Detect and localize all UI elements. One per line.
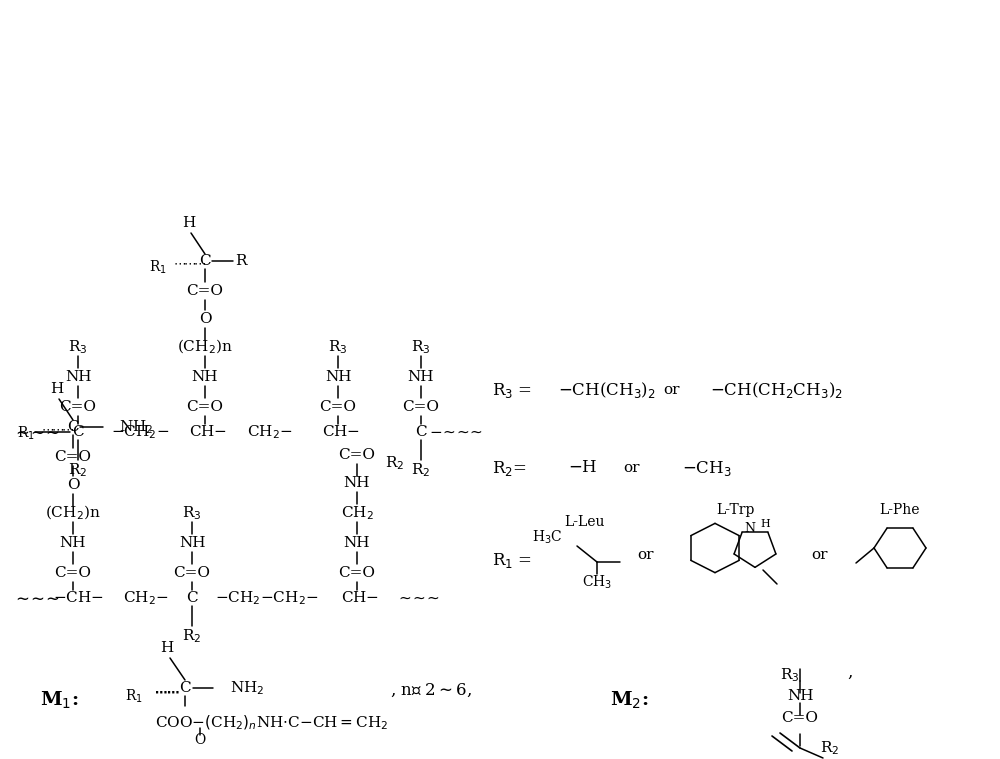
- Text: C: C: [179, 681, 191, 695]
- Text: NH$_2$: NH$_2$: [119, 418, 153, 436]
- Text: O: O: [199, 312, 211, 326]
- Text: $-$CH(CH$_3$)$_2$: $-$CH(CH$_3$)$_2$: [558, 380, 656, 400]
- Text: CH$_2$$-$: CH$_2$$-$: [247, 424, 293, 441]
- Text: CH$_2$: CH$_2$: [341, 504, 373, 522]
- Text: NH: NH: [787, 689, 813, 703]
- Text: $\sim\!\!\sim\!\!\sim$: $\sim\!\!\sim\!\!\sim$: [12, 424, 59, 440]
- Text: CH$-$: CH$-$: [341, 591, 379, 606]
- Text: $\cdots\!\cdots\!\cdots$: $\cdots\!\cdots\!\cdots$: [173, 257, 207, 269]
- Text: CH$_2$$-$: CH$_2$$-$: [123, 589, 169, 607]
- Text: R$_2$=: R$_2$=: [492, 458, 527, 477]
- Text: C: C: [199, 254, 211, 268]
- Text: R$_1$ =: R$_1$ =: [492, 550, 532, 569]
- Text: C=O: C=O: [338, 566, 376, 580]
- Text: CH$-$: CH$-$: [189, 424, 227, 439]
- Text: R: R: [235, 254, 247, 268]
- Text: $-$CH(CH$_2$CH$_3$)$_2$: $-$CH(CH$_2$CH$_3$)$_2$: [710, 380, 843, 400]
- Text: $\mathbf{\cdots\cdots}$: $\mathbf{\cdots\cdots}$: [154, 685, 180, 698]
- Text: R$_1$: R$_1$: [17, 424, 35, 442]
- Text: H: H: [160, 641, 174, 655]
- Text: , n为 2$\sim$6,: , n为 2$\sim$6,: [390, 682, 472, 699]
- Text: or: or: [624, 461, 640, 475]
- Text: COO$\mathsf{-(}$CH$_2$$\mathsf{)}_n$NH$\cdot$C$-$CH$=$CH$_2$: COO$\mathsf{-(}$CH$_2$$\mathsf{)}_n$NH$\…: [155, 713, 389, 732]
- Text: $-\!\sim\!\!\sim\!\!\sim$: $-\!\sim\!\!\sim\!\!\sim$: [429, 425, 483, 439]
- Text: R$_3$: R$_3$: [328, 339, 348, 356]
- Text: C=O: C=O: [782, 711, 818, 725]
- Text: R$_3$: R$_3$: [780, 666, 800, 684]
- Text: C: C: [67, 420, 79, 434]
- Text: R$_3$: R$_3$: [68, 339, 88, 356]
- Text: C: C: [186, 591, 198, 605]
- Text: H$_3$C: H$_3$C: [532, 528, 563, 546]
- Text: C=O: C=O: [54, 566, 92, 580]
- Text: R$_3$: R$_3$: [182, 504, 202, 522]
- Text: C=O: C=O: [402, 400, 440, 414]
- Text: C=O: C=O: [174, 566, 210, 580]
- Text: CH$_3$: CH$_3$: [582, 573, 612, 591]
- Text: H: H: [50, 382, 64, 396]
- Text: R$_3$ =: R$_3$ =: [492, 380, 532, 399]
- Text: $\sim\!\!\sim\!\!\sim$: $\sim\!\!\sim\!\!\sim$: [12, 590, 59, 606]
- Text: M$_1$:: M$_1$:: [40, 689, 78, 710]
- Text: $\cdots\!\cdots\!\cdots$: $\cdots\!\cdots\!\cdots$: [41, 423, 75, 436]
- Text: O: O: [194, 733, 206, 747]
- Text: R$_1$: R$_1$: [149, 258, 167, 276]
- Text: C=O: C=O: [338, 448, 376, 462]
- Text: C=O: C=O: [186, 400, 224, 414]
- Text: NH: NH: [325, 370, 351, 384]
- Text: C=O: C=O: [54, 450, 92, 464]
- Text: C=O: C=O: [186, 284, 224, 298]
- Text: $-$CH$-$: $-$CH$-$: [53, 591, 103, 606]
- Text: M$_2$:: M$_2$:: [610, 689, 648, 710]
- Text: (CH$_2$)n: (CH$_2$)n: [177, 338, 233, 356]
- Text: R$_2$: R$_2$: [411, 461, 431, 479]
- Text: $-$CH$_3$: $-$CH$_3$: [682, 458, 732, 477]
- Text: NH: NH: [192, 370, 218, 384]
- Text: $-$CH$_2$$-$: $-$CH$_2$$-$: [111, 424, 169, 441]
- Text: R$_2$: R$_2$: [182, 627, 202, 645]
- Text: H: H: [182, 216, 196, 230]
- Text: NH: NH: [179, 536, 205, 550]
- Text: R$_2$: R$_2$: [820, 739, 840, 757]
- Text: L-Phe: L-Phe: [880, 503, 920, 517]
- Text: N: N: [744, 521, 756, 534]
- Text: CH$-$: CH$-$: [322, 424, 360, 439]
- Text: H: H: [760, 519, 770, 529]
- Text: NH: NH: [408, 370, 434, 384]
- Text: NH: NH: [65, 370, 91, 384]
- Text: R$_2$: R$_2$: [385, 454, 405, 472]
- Text: NH: NH: [344, 476, 370, 490]
- Text: (CH$_2$)n: (CH$_2$)n: [45, 504, 101, 522]
- Text: NH: NH: [60, 536, 86, 550]
- Text: or: or: [664, 383, 680, 397]
- Text: ,: ,: [847, 663, 853, 681]
- Text: O: O: [67, 478, 79, 492]
- Text: L-Trp: L-Trp: [716, 503, 754, 517]
- Text: NH$_2$: NH$_2$: [230, 679, 264, 697]
- Text: R$_3$: R$_3$: [411, 339, 431, 356]
- Text: R$_2$: R$_2$: [68, 461, 88, 479]
- Text: $-$CH$_2$$-$CH$_2$$-$: $-$CH$_2$$-$CH$_2$$-$: [215, 589, 319, 607]
- Text: R$_1$: R$_1$: [125, 688, 143, 704]
- Text: $-$H: $-$H: [568, 459, 598, 477]
- Text: L-Leu: L-Leu: [565, 515, 605, 529]
- Text: $\sim\!\!\sim\!\!\sim$: $\sim\!\!\sim\!\!\sim$: [396, 591, 440, 605]
- Text: NH: NH: [344, 536, 370, 550]
- Text: C=O: C=O: [60, 400, 96, 414]
- Text: C=O: C=O: [320, 400, 356, 414]
- Text: C: C: [415, 425, 427, 439]
- Text: C: C: [72, 425, 84, 439]
- Text: or: or: [812, 548, 828, 562]
- Text: or: or: [637, 548, 653, 562]
